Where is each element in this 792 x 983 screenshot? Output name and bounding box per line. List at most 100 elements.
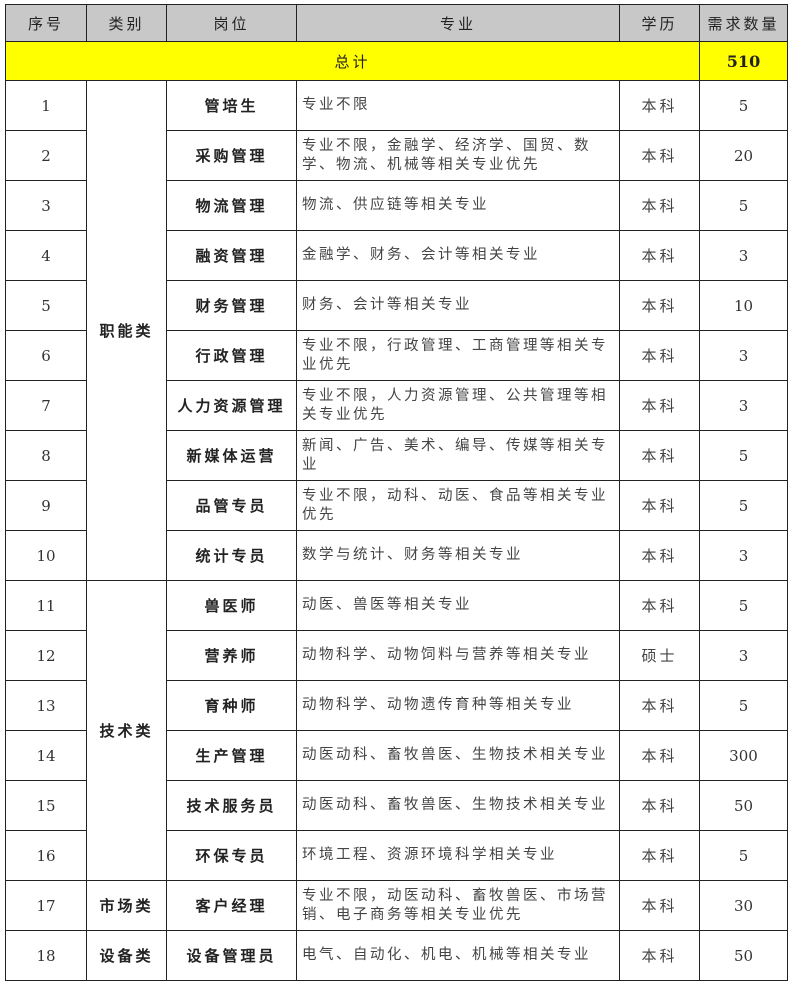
position-cell: 客户经理 [166, 880, 297, 931]
education-cell: 本科 [619, 880, 700, 931]
table-row: 2 采购管理 专业不限，金融学、经济学、国贸、数学、物流、机械等相关专业优先 本科 20 [5, 130, 788, 181]
table-row: 13 育种师 动物科学、动物遗传育种等相关专业 本科 5 [5, 680, 788, 731]
table-row: 18 设备类 设备管理员 电气、自动化、机电、机械等相关专业 本科 50 [5, 930, 788, 981]
education-cell: 本科 [619, 780, 700, 831]
major-cell: 动医动科、畜牧兽医、生物技术相关专业 [296, 730, 620, 781]
category-cell: 市场类 [86, 880, 167, 931]
position-cell: 融资管理 [166, 230, 297, 281]
total-row: 总计 510 [5, 41, 788, 81]
header-education: 学历 [619, 4, 700, 42]
row-index: 10 [5, 530, 87, 581]
position-cell: 行政管理 [166, 330, 297, 381]
position-cell: 人力资源管理 [166, 380, 297, 431]
major-cell: 财务、会计等相关专业 [296, 280, 620, 331]
row-index: 15 [5, 780, 87, 831]
major-cell: 专业不限，行政管理、工商管理等相关专业优先 [296, 330, 620, 381]
row-index: 2 [5, 130, 87, 181]
count-cell: 5 [699, 430, 788, 481]
position-cell: 物流管理 [166, 180, 297, 231]
header-row: 序号 类别 岗位 专业 学历 需求数量 [5, 4, 788, 42]
row-index: 17 [5, 880, 87, 931]
count-cell: 3 [699, 530, 788, 581]
count-cell: 3 [699, 330, 788, 381]
count-cell: 5 [699, 680, 788, 731]
table-row: 4 融资管理 金融学、财务、会计等相关专业 本科 3 [5, 230, 788, 281]
position-cell: 生产管理 [166, 730, 297, 781]
count-cell: 5 [699, 830, 788, 881]
table-row: 16 环保专员 环境工程、资源环境科学相关专业 本科 5 [5, 830, 788, 881]
major-cell: 专业不限，金融学、经济学、国贸、数学、物流、机械等相关专业优先 [296, 130, 620, 181]
education-cell: 本科 [619, 730, 700, 781]
position-cell: 育种师 [166, 680, 297, 731]
row-index: 12 [5, 630, 87, 681]
header-count: 需求数量 [699, 4, 788, 42]
count-cell: 10 [699, 280, 788, 331]
position-cell: 财务管理 [166, 280, 297, 331]
education-cell: 本科 [619, 380, 700, 431]
count-cell: 50 [699, 930, 788, 981]
header-index: 序号 [5, 4, 87, 42]
education-cell: 本科 [619, 430, 700, 481]
table-row: 9 品管专员 专业不限，动科、动医、食品等相关专业优先 本科 5 [5, 480, 788, 531]
education-cell: 本科 [619, 230, 700, 281]
major-cell: 电气、自动化、机电、机械等相关专业 [296, 930, 620, 981]
education-cell: 本科 [619, 480, 700, 531]
education-cell: 本科 [619, 830, 700, 881]
major-cell: 专业不限，动科、动医、食品等相关专业优先 [296, 480, 620, 531]
education-cell: 本科 [619, 580, 700, 631]
table-row: 11 技术类 兽医师 动医、兽医等相关专业 本科 5 [5, 580, 788, 881]
major-cell: 环境工程、资源环境科学相关专业 [296, 830, 620, 881]
major-cell: 专业不限，动医动科、畜牧兽医、市场营销、电子商务等相关专业优先 [296, 880, 620, 931]
education-cell: 本科 [619, 930, 700, 981]
education-cell: 本科 [619, 330, 700, 381]
table-row: 5 财务管理 财务、会计等相关专业 本科 10 [5, 280, 788, 331]
category-cell: 职能类 [86, 80, 167, 581]
row-index: 11 [5, 580, 87, 631]
position-cell: 技术服务员 [166, 780, 297, 831]
category-cell: 设备类 [86, 930, 167, 981]
education-cell: 本科 [619, 180, 700, 231]
position-cell: 设备管理员 [166, 930, 297, 981]
row-index: 14 [5, 730, 87, 781]
education-cell: 本科 [619, 530, 700, 581]
count-cell: 20 [699, 130, 788, 181]
education-cell: 本科 [619, 280, 700, 331]
education-cell: 本科 [619, 130, 700, 181]
row-index: 9 [5, 480, 87, 531]
total-value: 510 [699, 41, 788, 81]
category-cell: 技术类 [86, 580, 167, 881]
count-cell: 5 [699, 580, 788, 631]
row-index: 7 [5, 380, 87, 431]
table-row: 8 新媒体运营 新闻、广告、美术、编导、传媒等相关专业 本科 5 [5, 430, 788, 481]
row-index: 8 [5, 430, 87, 481]
count-cell: 5 [699, 180, 788, 231]
table-row: 12 营养师 动物科学、动物饲料与营养等相关专业 硕士 3 [5, 630, 788, 681]
position-cell: 采购管理 [166, 130, 297, 181]
major-cell: 动医动科、畜牧兽医、生物技术相关专业 [296, 780, 620, 831]
table-row: 14 生产管理 动医动科、畜牧兽医、生物技术相关专业 本科 300 [5, 730, 788, 781]
position-cell: 管培生 [166, 80, 297, 131]
row-index: 16 [5, 830, 87, 881]
header-position: 岗位 [166, 4, 297, 42]
row-index: 6 [5, 330, 87, 381]
count-cell: 3 [699, 380, 788, 431]
position-cell: 新媒体运营 [166, 430, 297, 481]
table-row: 17 市场类 客户经理 专业不限，动医动科、畜牧兽医、市场营销、电子商务等相关专业优先… [5, 880, 788, 931]
row-index: 3 [5, 180, 87, 231]
row-index: 5 [5, 280, 87, 331]
major-cell: 动医、兽医等相关专业 [296, 580, 620, 631]
major-cell: 新闻、广告、美术、编导、传媒等相关专业 [296, 430, 620, 481]
row-index: 18 [5, 930, 87, 981]
education-cell: 硕士 [619, 630, 700, 681]
count-cell: 5 [699, 80, 788, 131]
table-row: 3 物流管理 物流、供应链等相关专业 本科 5 [5, 180, 788, 231]
count-cell: 3 [699, 630, 788, 681]
position-cell: 统计专员 [166, 530, 297, 581]
major-cell: 专业不限 [296, 80, 620, 131]
major-cell: 动物科学、动物遗传育种等相关专业 [296, 680, 620, 731]
count-cell: 30 [699, 880, 788, 931]
row-index: 1 [5, 80, 87, 131]
major-cell: 数学与统计、财务等相关专业 [296, 530, 620, 581]
position-cell: 营养师 [166, 630, 297, 681]
recruitment-table: 序号 类别 岗位 专业 学历 需求数量 总计 510 1 职能类 管培生 专业不限 本科… [5, 4, 788, 981]
